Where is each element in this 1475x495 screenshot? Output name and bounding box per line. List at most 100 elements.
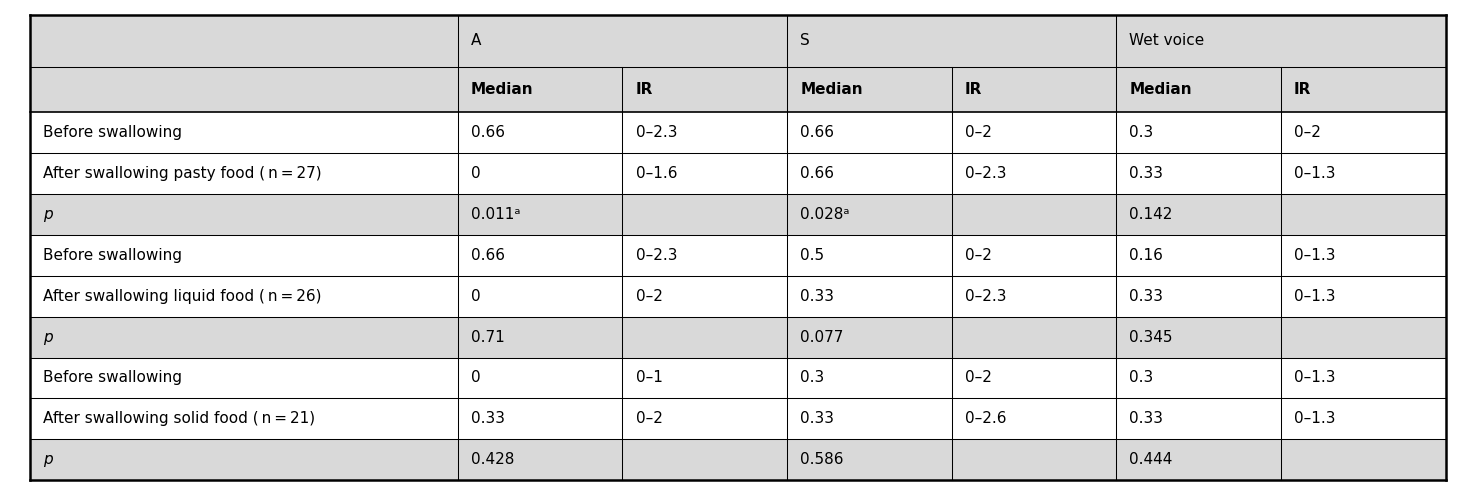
Text: IR: IR xyxy=(636,82,653,97)
Text: 0–2: 0–2 xyxy=(965,248,991,263)
Bar xyxy=(950,439,953,480)
Bar xyxy=(622,153,786,194)
Bar xyxy=(30,276,457,317)
Text: 0.71: 0.71 xyxy=(471,330,504,345)
Bar xyxy=(951,67,1117,112)
Text: 0–2: 0–2 xyxy=(965,125,991,140)
Text: 0.33: 0.33 xyxy=(799,289,835,304)
Bar xyxy=(457,153,622,194)
Bar xyxy=(786,357,951,398)
Bar xyxy=(1279,194,1282,235)
Bar xyxy=(786,15,1117,67)
Bar xyxy=(1279,439,1282,480)
Text: p: p xyxy=(43,330,53,345)
Text: p: p xyxy=(43,207,53,222)
Text: 0.077: 0.077 xyxy=(799,330,844,345)
Bar xyxy=(621,317,624,357)
Text: 0–1.3: 0–1.3 xyxy=(1294,248,1336,263)
Bar xyxy=(30,439,457,480)
Bar xyxy=(950,317,953,357)
Bar xyxy=(30,235,457,276)
Bar xyxy=(457,398,622,439)
Bar xyxy=(457,276,622,317)
Bar xyxy=(1117,235,1280,276)
Bar xyxy=(622,357,786,398)
Bar xyxy=(30,194,457,235)
Bar xyxy=(786,398,951,439)
Bar xyxy=(1279,317,1282,357)
Text: 0–1.3: 0–1.3 xyxy=(1294,166,1336,181)
Bar xyxy=(622,112,786,153)
Text: 0.444: 0.444 xyxy=(1130,452,1173,467)
Bar xyxy=(1117,317,1446,357)
Bar xyxy=(457,235,622,276)
Text: IR: IR xyxy=(1294,82,1311,97)
Bar xyxy=(30,357,457,398)
Text: 0–2: 0–2 xyxy=(636,289,662,304)
Text: Median: Median xyxy=(799,82,863,97)
Bar xyxy=(30,112,457,153)
Bar xyxy=(951,153,1117,194)
Text: 0–2.3: 0–2.3 xyxy=(636,125,677,140)
Text: S: S xyxy=(799,33,810,49)
Text: 0–1.3: 0–1.3 xyxy=(1294,411,1336,426)
Text: 0–2.3: 0–2.3 xyxy=(636,248,677,263)
Bar xyxy=(457,194,786,235)
Text: 0.33: 0.33 xyxy=(799,411,835,426)
Bar xyxy=(786,276,951,317)
Text: 0–2.3: 0–2.3 xyxy=(965,166,1006,181)
Text: 0.011ᵃ: 0.011ᵃ xyxy=(471,207,521,222)
Bar xyxy=(786,439,1117,480)
Bar xyxy=(786,194,1117,235)
Bar xyxy=(1117,439,1446,480)
Text: A: A xyxy=(471,33,481,49)
Bar xyxy=(1280,235,1446,276)
Text: 0.66: 0.66 xyxy=(471,248,504,263)
Bar xyxy=(1117,276,1280,317)
Text: 0: 0 xyxy=(471,166,481,181)
Text: Wet voice: Wet voice xyxy=(1130,33,1205,49)
Bar xyxy=(950,194,953,235)
Text: 0–2: 0–2 xyxy=(1294,125,1322,140)
Bar xyxy=(951,357,1117,398)
Text: 0.66: 0.66 xyxy=(799,166,835,181)
Text: 0–2.3: 0–2.3 xyxy=(965,289,1006,304)
Bar xyxy=(457,357,622,398)
Text: 0.33: 0.33 xyxy=(1130,166,1164,181)
Bar xyxy=(1280,276,1446,317)
Text: 0.3: 0.3 xyxy=(1130,125,1153,140)
Bar xyxy=(1117,112,1280,153)
Text: 0–2: 0–2 xyxy=(636,411,662,426)
Bar xyxy=(1117,398,1280,439)
Text: 0–2.6: 0–2.6 xyxy=(965,411,1006,426)
Bar xyxy=(622,398,786,439)
Bar xyxy=(457,439,786,480)
Text: 0.66: 0.66 xyxy=(799,125,835,140)
Text: Median: Median xyxy=(471,82,534,97)
Text: p: p xyxy=(43,452,53,467)
Text: 0–1.6: 0–1.6 xyxy=(636,166,677,181)
Bar xyxy=(951,112,1117,153)
Bar xyxy=(30,153,457,194)
Bar xyxy=(621,194,624,235)
Bar xyxy=(1117,194,1446,235)
Bar xyxy=(457,317,786,357)
Bar xyxy=(1280,357,1446,398)
Text: Before swallowing: Before swallowing xyxy=(43,125,181,140)
Bar xyxy=(1117,357,1280,398)
Bar xyxy=(622,276,786,317)
Bar xyxy=(622,235,786,276)
Text: 0.66: 0.66 xyxy=(471,125,504,140)
Text: 0.428: 0.428 xyxy=(471,452,515,467)
Bar xyxy=(622,67,786,112)
Text: 0.16: 0.16 xyxy=(1130,248,1164,263)
Bar xyxy=(786,153,951,194)
Text: Before swallowing: Before swallowing xyxy=(43,248,181,263)
Bar xyxy=(30,15,457,67)
Text: Before swallowing: Before swallowing xyxy=(43,370,181,386)
Bar xyxy=(1117,153,1280,194)
Bar xyxy=(1280,153,1446,194)
Text: 0: 0 xyxy=(471,370,481,386)
Bar xyxy=(786,112,951,153)
Bar xyxy=(30,398,457,439)
